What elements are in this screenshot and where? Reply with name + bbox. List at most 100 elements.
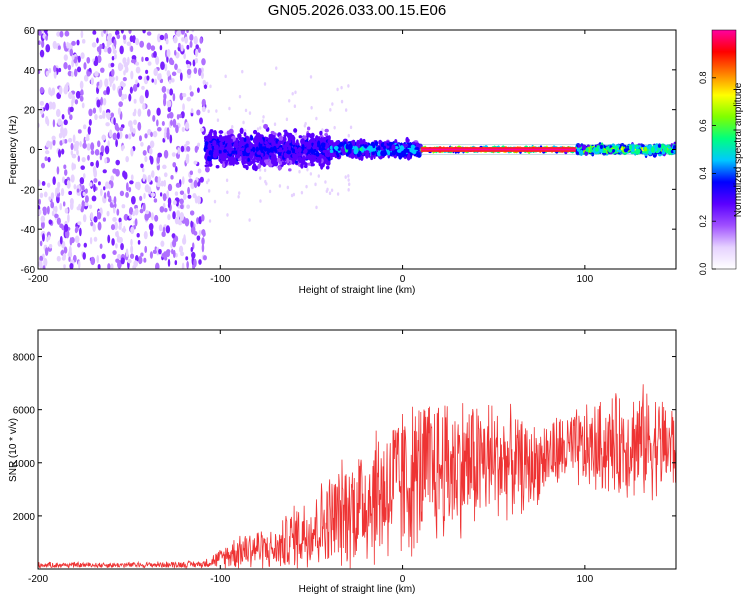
spectrogram-cell (43, 30, 48, 33)
spectrogram-cell (103, 30, 107, 34)
spectrogram-cell (167, 214, 171, 221)
spectrogram-cell (114, 221, 118, 231)
spectrogram-cell (82, 124, 87, 130)
spectrogram-cell (144, 89, 149, 99)
spectrogram-cell (162, 164, 167, 170)
spectrogram-cell (189, 34, 194, 41)
colorbar-tick-label: 0.6 (698, 119, 708, 132)
spectrogram-cell (63, 54, 68, 61)
spectrogram-cell (128, 93, 132, 102)
spectrogram-cell (89, 204, 93, 210)
spectrogram-cell (70, 174, 75, 183)
spectrogram-cell (310, 159, 314, 164)
spectrogram-cell (130, 45, 134, 53)
spectrogram-cell (219, 141, 223, 147)
spectrogram-cell (229, 138, 233, 144)
spectrogram-cell (76, 66, 82, 73)
spectrogram-cell (109, 77, 114, 84)
spectrogram-cell (119, 45, 124, 55)
spectrogram-cell (325, 165, 330, 170)
spectrogram-cell (84, 136, 90, 142)
spectrogram-cell (115, 231, 118, 237)
spectrogram-cell (143, 192, 146, 199)
spectrogram-cell (76, 149, 79, 156)
y-tick-label: 0 (29, 146, 35, 157)
spectrogram-cell (135, 79, 138, 85)
spectrogram-cell (291, 139, 296, 145)
spectrogram-cell (40, 221, 45, 229)
spectrogram-cell (96, 46, 102, 53)
spectrogram-cell (58, 67, 62, 73)
spectrogram-cell (293, 104, 297, 108)
spectrogram-cell (187, 186, 190, 195)
spectrogram-cell (380, 142, 385, 148)
spectrogram-cell (241, 69, 244, 74)
spectrogram-cell (228, 106, 231, 111)
spectrogram-cell (39, 260, 43, 269)
spectrogram-cell (271, 140, 276, 146)
spectrogram-cell (121, 82, 126, 88)
spectrogram-cell (77, 203, 82, 211)
spectrogram-cell (194, 195, 198, 204)
spectrogram-cell (134, 181, 140, 190)
spectrogram-cell (93, 216, 98, 223)
spectrogram-cell (207, 155, 211, 161)
spectrogram-cell (104, 78, 109, 88)
spectrogram-cell (286, 149, 292, 155)
spectrogram-cell (160, 61, 165, 71)
spectrogram-cell (208, 162, 213, 167)
spectrogram-cell (293, 128, 298, 133)
spectrogram-cell (97, 140, 101, 148)
spectrogram-cell (585, 147, 589, 152)
spectrogram-cell (347, 178, 350, 182)
spectrogram-cell (370, 156, 374, 161)
spectrogram-cell (129, 86, 133, 94)
spectrogram-cell (330, 188, 334, 193)
spectrogram-cell (142, 103, 146, 110)
spectrogram-cell (176, 68, 182, 74)
y-tick-label: 2000 (13, 512, 36, 523)
spectrogram-cell (319, 153, 323, 159)
spectrogram-cell (121, 145, 125, 150)
spectrogram-cell (415, 146, 420, 151)
spectrogram-cell (117, 62, 123, 72)
spectrogram-cell (181, 37, 185, 42)
y-tick-label: 20 (24, 106, 36, 117)
spectrogram-cell (166, 127, 170, 136)
spectrogram-cell (70, 149, 74, 156)
x-tick-label: -100 (210, 574, 230, 585)
spectrogram-cell (149, 140, 155, 148)
spectrogram-cell (269, 152, 275, 156)
spectrogram-cells (38, 30, 676, 269)
spectrogram-cell (97, 263, 101, 269)
spectrogram-cell (347, 84, 350, 88)
spectrogram-cell (159, 45, 163, 51)
y-tick-label: 40 (24, 66, 36, 77)
colorbar: 0.0 0.2 0.4 0.6 0.8 Normalized spectral ampl… (698, 29, 744, 275)
spectrogram-cell (179, 212, 185, 221)
spectrogram-cell (159, 192, 163, 197)
spectrogram-cell (167, 106, 172, 113)
spectrogram-cell (56, 255, 61, 262)
spectrogram-cell (174, 63, 178, 70)
spectrogram-cell (128, 133, 132, 140)
spectrogram-x-label: Height of straight line (km) (299, 285, 416, 296)
spectrogram-cell (129, 180, 134, 185)
spectrogram-cell (165, 250, 171, 258)
spectrogram-cell (187, 194, 192, 199)
spectrogram-cell (235, 137, 239, 144)
spectrogram-cell (144, 155, 148, 163)
spectrogram-cell (100, 67, 105, 73)
spectrogram-cell (198, 216, 202, 225)
spectrogram-cell (186, 30, 189, 34)
spectrogram-cell (96, 254, 100, 264)
spectrogram-cell (107, 140, 110, 148)
spectrogram-cell (71, 54, 75, 60)
spectrogram-cell (321, 128, 324, 132)
spectrogram-cell (208, 150, 213, 156)
spectrogram-cell (153, 50, 157, 58)
spectrogram-cell (328, 191, 332, 196)
spectrogram-cell (359, 140, 363, 145)
spectrogram-cell (249, 153, 254, 160)
spectrogram-x-ticks: -200 -100 0 100 (28, 30, 594, 285)
